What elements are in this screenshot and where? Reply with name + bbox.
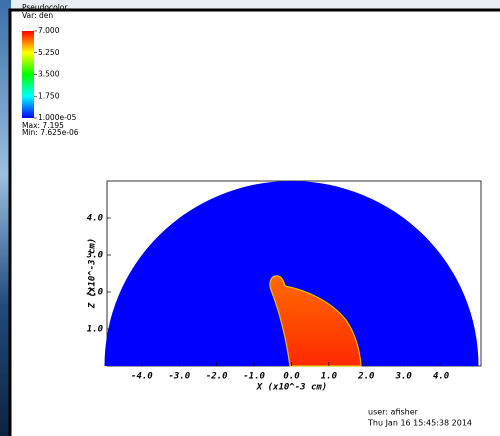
x-tick-label: -3.0: [168, 372, 190, 382]
user-name: user: afisher: [368, 408, 419, 417]
z-tick-label: 4.0: [87, 214, 104, 224]
legend-variable: Var: den: [22, 11, 53, 20]
legend-min: Min: 7.625e-06: [22, 128, 79, 137]
timestamp: Thu Jan 16 15:45:38 2014: [367, 419, 472, 428]
x-axis-label: X (x10^-3 cm): [256, 383, 327, 393]
screenshot: Pseudocolor Var: den Max: 7.195 Min: 7.6…: [0, 0, 500, 436]
z-tick-label: 3.0: [86, 251, 104, 261]
x-tick-label: -2.0: [206, 372, 228, 382]
x-tick-label: 4.0: [433, 372, 450, 382]
z-tick-label: 2.0: [86, 288, 104, 298]
legend-label: 3.500: [38, 70, 60, 79]
color-bar: [22, 31, 34, 118]
legend-label: 1.750: [38, 91, 60, 100]
z-axis-label: Z (x10^-3 cm): [88, 238, 98, 309]
x-tick-label: 3.0: [395, 372, 413, 382]
legend-label: 5.250: [38, 48, 60, 57]
x-tick-label: 0.0: [283, 372, 300, 382]
legend-label: 1.000e-05: [38, 113, 77, 122]
x-tick-label: -4.0: [131, 372, 153, 382]
z-tick-label: 1.0: [87, 325, 104, 335]
legend-label: 7.000: [38, 26, 60, 35]
x-tick-label: 2.0: [357, 372, 375, 382]
x-tick-label: -1.0: [243, 372, 265, 382]
x-tick-label: 1.0: [321, 372, 338, 382]
plot: X (x10^-3 cm) Z (x10^-3 cm): [88, 181, 482, 393]
